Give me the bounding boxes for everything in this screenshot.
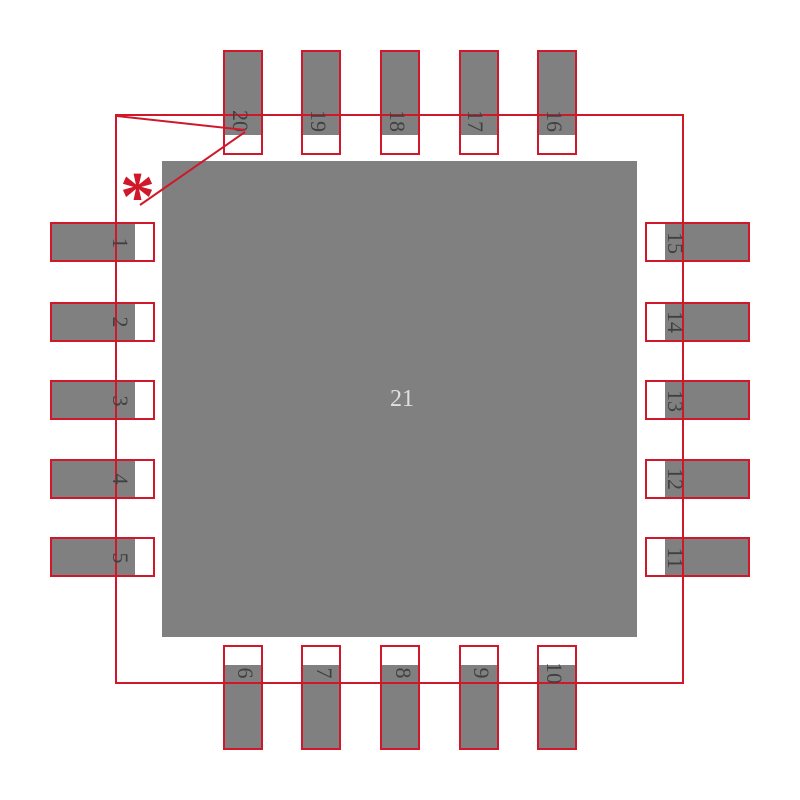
pin-4-label: 4 bbox=[107, 464, 133, 494]
pin-5-outline bbox=[50, 537, 155, 577]
pin-14-outline bbox=[645, 302, 750, 342]
pin-10-label: 10 bbox=[541, 658, 567, 688]
pin-18-label: 18 bbox=[384, 106, 410, 136]
pin-16-label: 16 bbox=[541, 106, 567, 136]
pin-11-label: 11 bbox=[662, 543, 688, 573]
pin-12-label: 12 bbox=[662, 464, 688, 494]
pin-11-outline bbox=[645, 537, 750, 577]
pin-18-outline bbox=[380, 50, 420, 155]
pin-20-label: 20 bbox=[227, 106, 253, 136]
pin-15-label: 15 bbox=[662, 228, 688, 258]
pin-14-label: 14 bbox=[662, 307, 688, 337]
pin-16-outline bbox=[537, 50, 577, 155]
pin-19-label: 19 bbox=[305, 106, 331, 136]
pin-3-label: 3 bbox=[107, 386, 133, 416]
pin-2-outline bbox=[50, 302, 155, 342]
pin-8-label: 8 bbox=[390, 658, 416, 688]
pin-13-label: 13 bbox=[662, 386, 688, 416]
pin1-marker-star-icon: * bbox=[120, 163, 155, 233]
pin-17-outline bbox=[459, 50, 499, 155]
pin-3-outline bbox=[50, 380, 155, 420]
pin-15-outline bbox=[645, 222, 750, 262]
pin-6-label: 6 bbox=[232, 658, 258, 688]
pin-13-outline bbox=[645, 380, 750, 420]
pin-9-label: 9 bbox=[468, 658, 494, 688]
pin-2-label: 2 bbox=[107, 307, 133, 337]
center-pad-label: 21 bbox=[390, 386, 414, 413]
pin-5-label: 5 bbox=[107, 543, 133, 573]
pin-17-label: 17 bbox=[462, 106, 488, 136]
qfn-footprint-canvas: 211234567891011121314151617181920* bbox=[0, 0, 800, 800]
pin-19-outline bbox=[301, 50, 341, 155]
pin-7-label: 7 bbox=[311, 658, 337, 688]
pin-12-outline bbox=[645, 459, 750, 499]
pin-20-outline bbox=[223, 50, 263, 155]
pin-4-outline bbox=[50, 459, 155, 499]
